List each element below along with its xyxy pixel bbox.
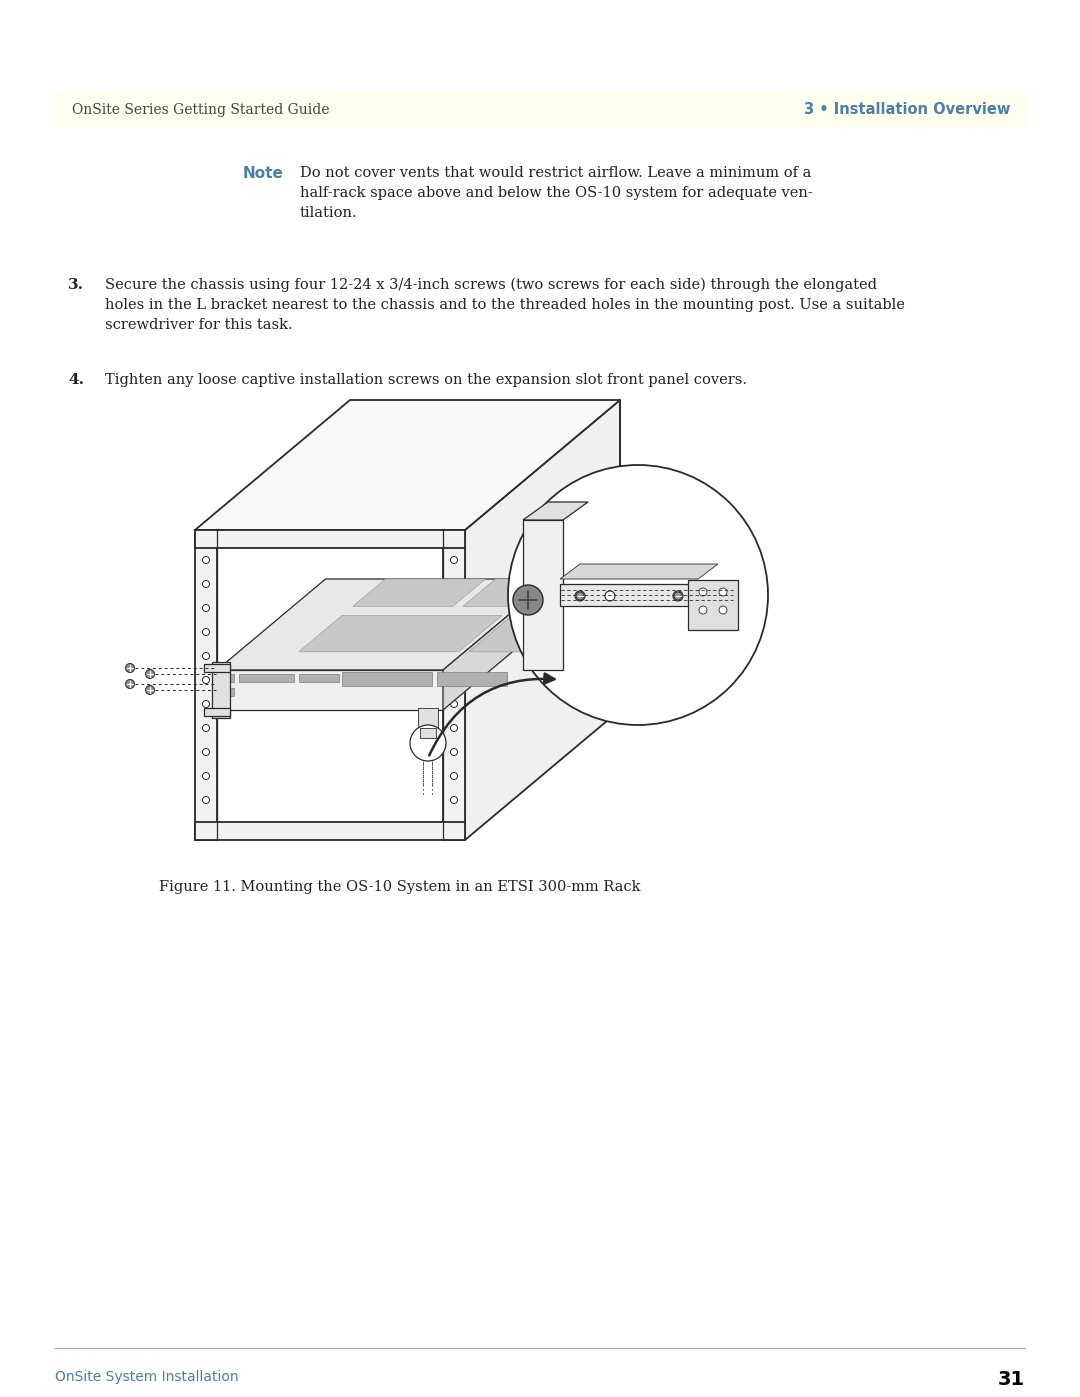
Bar <box>342 672 432 686</box>
Bar <box>204 664 230 672</box>
Circle shape <box>450 581 458 588</box>
FancyArrowPatch shape <box>429 673 554 756</box>
Polygon shape <box>353 578 486 606</box>
Circle shape <box>419 747 427 754</box>
Text: Note: Note <box>243 166 284 182</box>
Circle shape <box>508 465 768 725</box>
Polygon shape <box>217 578 552 671</box>
Circle shape <box>146 669 154 679</box>
Circle shape <box>203 629 210 636</box>
Circle shape <box>419 738 427 745</box>
Text: 3.: 3. <box>68 278 84 292</box>
Polygon shape <box>469 616 672 652</box>
Circle shape <box>576 592 584 599</box>
Circle shape <box>203 796 210 803</box>
Bar <box>204 708 230 717</box>
Polygon shape <box>195 821 465 840</box>
Text: Tighten any loose captive installation screws on the expansion slot front panel : Tighten any loose captive installation s… <box>105 373 747 387</box>
Circle shape <box>125 664 135 672</box>
Polygon shape <box>195 529 217 840</box>
Polygon shape <box>523 502 588 520</box>
Circle shape <box>719 606 727 615</box>
Bar <box>212 662 230 718</box>
Bar <box>221 687 234 696</box>
Circle shape <box>450 700 458 707</box>
Circle shape <box>203 652 210 659</box>
Text: OnSite Series Getting Started Guide: OnSite Series Getting Started Guide <box>72 103 329 117</box>
Circle shape <box>203 700 210 707</box>
Text: 31: 31 <box>998 1370 1025 1389</box>
Bar <box>561 584 698 606</box>
Bar <box>437 672 507 686</box>
Circle shape <box>699 606 707 615</box>
Circle shape <box>674 592 681 599</box>
Polygon shape <box>195 400 620 529</box>
Bar <box>299 673 339 682</box>
Circle shape <box>450 556 458 563</box>
Polygon shape <box>195 529 465 548</box>
Circle shape <box>450 652 458 659</box>
Bar <box>688 580 738 630</box>
Text: Secure the chassis using four 12-24 x 3/4-inch screws (two screws for each side): Secure the chassis using four 12-24 x 3/… <box>105 278 905 332</box>
Circle shape <box>410 725 446 761</box>
Circle shape <box>203 581 210 588</box>
Text: 4.: 4. <box>68 373 84 387</box>
Bar <box>239 673 294 682</box>
Circle shape <box>203 605 210 612</box>
Circle shape <box>203 676 210 683</box>
Circle shape <box>719 588 727 597</box>
Circle shape <box>575 591 585 601</box>
Polygon shape <box>443 578 552 710</box>
Bar <box>523 520 563 671</box>
Text: 3 • Installation Overview: 3 • Installation Overview <box>804 102 1010 117</box>
Circle shape <box>203 556 210 563</box>
Circle shape <box>125 679 135 689</box>
Circle shape <box>513 585 543 615</box>
Circle shape <box>203 749 210 756</box>
Circle shape <box>203 773 210 780</box>
Polygon shape <box>217 671 443 710</box>
Circle shape <box>450 676 458 683</box>
Polygon shape <box>443 529 465 840</box>
Bar <box>55 92 1025 129</box>
Polygon shape <box>465 400 620 840</box>
Circle shape <box>450 749 458 756</box>
Circle shape <box>450 725 458 732</box>
Circle shape <box>699 588 707 597</box>
Polygon shape <box>463 578 715 606</box>
Circle shape <box>605 591 615 601</box>
Text: Do not cover vents that would restrict airflow. Leave a minimum of a
half-rack s: Do not cover vents that would restrict a… <box>300 166 813 221</box>
Text: Figure 11. Mounting the OS-10 System in an ETSI 300-mm Rack: Figure 11. Mounting the OS-10 System in … <box>159 880 640 894</box>
Bar <box>418 708 438 733</box>
Text: OnSite System Installation: OnSite System Installation <box>55 1370 239 1384</box>
Polygon shape <box>299 616 502 652</box>
Circle shape <box>450 605 458 612</box>
Circle shape <box>429 738 435 745</box>
Circle shape <box>450 773 458 780</box>
Bar <box>221 673 234 682</box>
Circle shape <box>450 629 458 636</box>
Bar <box>420 728 436 738</box>
Circle shape <box>673 591 683 601</box>
Polygon shape <box>561 564 718 578</box>
Circle shape <box>450 796 458 803</box>
Circle shape <box>146 686 154 694</box>
Circle shape <box>203 725 210 732</box>
Circle shape <box>429 747 435 754</box>
